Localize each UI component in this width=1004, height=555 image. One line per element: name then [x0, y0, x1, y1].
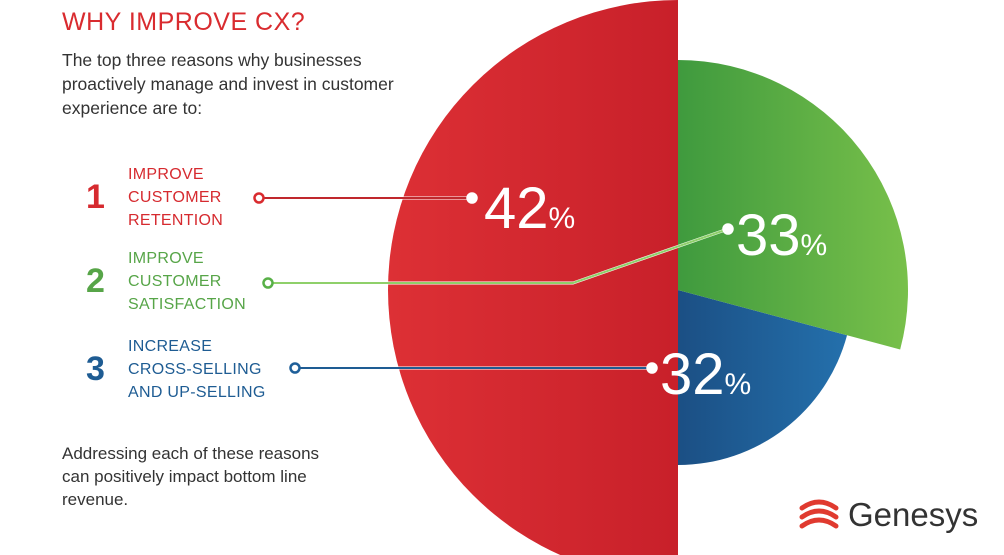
value-label-1: 42% [484, 176, 575, 241]
leader-dot-3-end [646, 362, 658, 374]
leader-dot-2-start [262, 277, 274, 289]
page-title: WHY IMPROVE CX? [62, 8, 306, 36]
leader-dot-3-start [289, 362, 301, 374]
leader-dot-1-start [253, 192, 265, 204]
reason-3-label: INCREASE CROSS-SELLING AND UP-SELLING [128, 337, 266, 401]
reason-2-number: 2 [86, 261, 105, 300]
logo-wordmark: Genesys [848, 496, 979, 533]
reason-1-number: 1 [86, 177, 105, 216]
leader-dot-2-end [722, 223, 734, 235]
reason-3: 3 INCREASE CROSS-SELLING AND UP-SELLING [86, 333, 278, 405]
reason-3-number: 3 [86, 349, 105, 388]
slice-satisfaction [678, 60, 908, 350]
reason-2-label: IMPROVE CUSTOMER SATISFACTION [128, 249, 246, 313]
leader-line-stroke-2 [268, 228, 729, 284]
outro-text: Addressing each of these reasons can pos… [62, 444, 320, 509]
reason-1: 1 IMPROVE CUSTOMER RETENTION [86, 161, 278, 233]
value-label-2: 33% [736, 203, 827, 268]
leader-dot-1-end [466, 192, 478, 204]
intro-text: The top three reasons why businesses pro… [62, 50, 394, 118]
genesys-logo-icon [799, 499, 839, 529]
genesys-logo: Genesys [798, 496, 978, 534]
reason-2: 2 IMPROVE CUSTOMER SATISFACTION [86, 245, 278, 317]
reason-1-label: IMPROVE CUSTOMER RETENTION [128, 165, 224, 229]
slice-cross-selling [678, 290, 848, 465]
value-label-3: 32% [660, 342, 751, 407]
slice-retention [388, 0, 678, 555]
